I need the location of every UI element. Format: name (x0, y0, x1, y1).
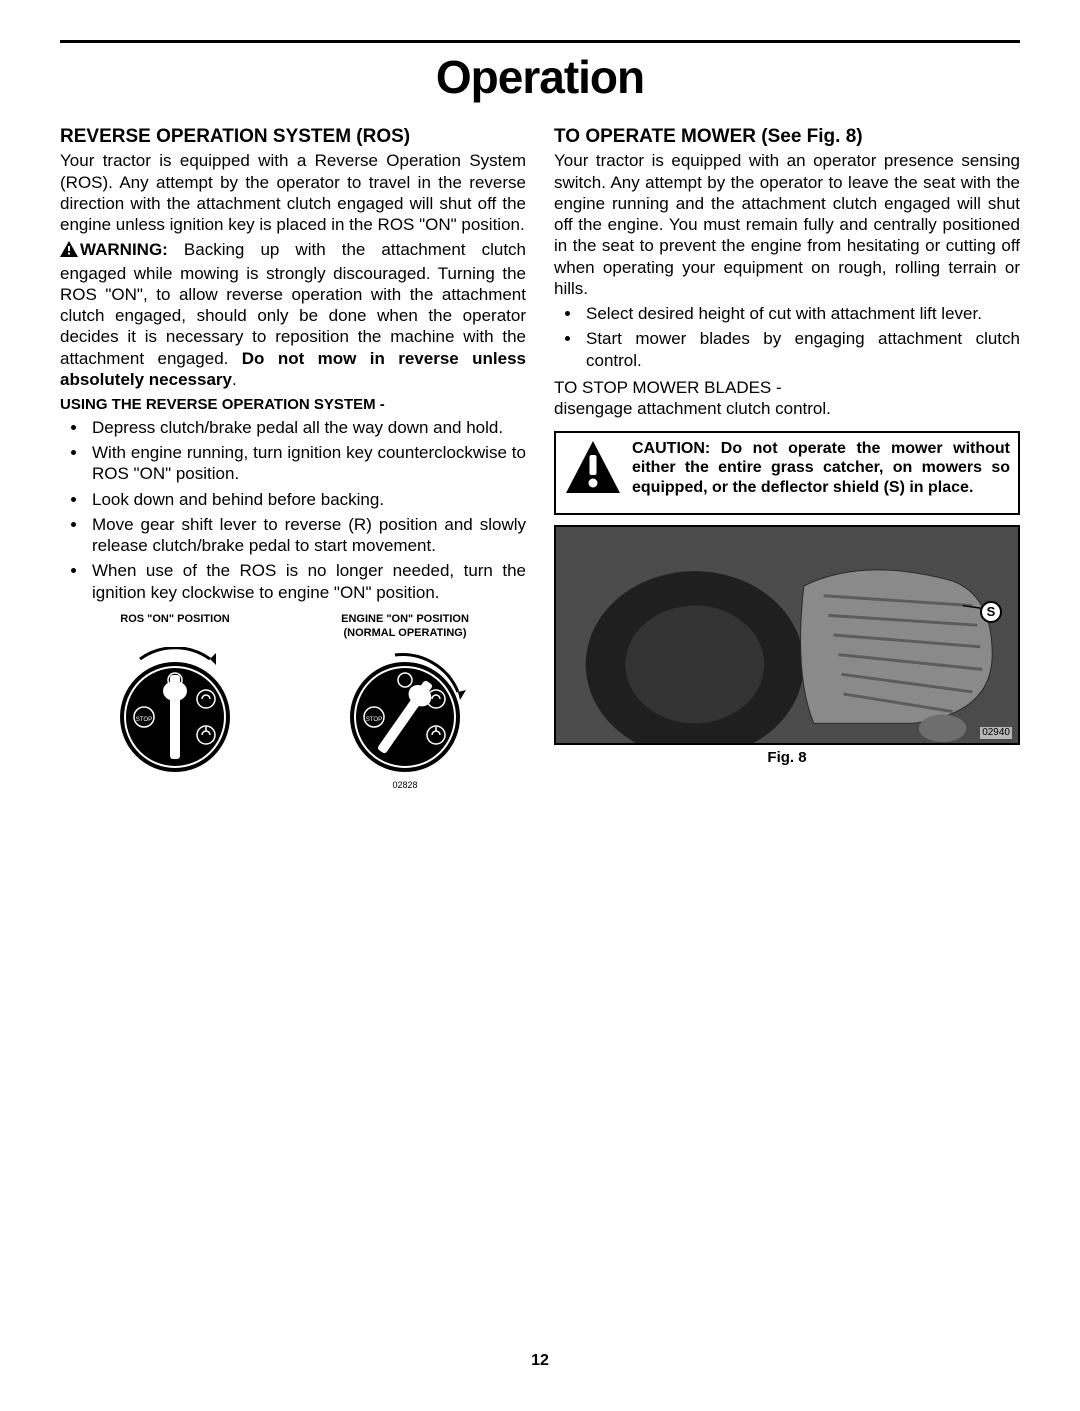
top-rule (60, 40, 1020, 43)
ros-step: With engine running, turn ignition key c… (88, 442, 526, 485)
mower-deflector-illustration-icon (556, 527, 1018, 743)
figure-8-photo: S 02940 (554, 525, 1020, 745)
operate-bullet: Select desired height of cut with attach… (582, 303, 1020, 324)
ros-steps-list: Depress clutch/brake pedal all the way d… (60, 417, 526, 603)
stop-blades-head: TO STOP MOWER BLADES - (554, 377, 1020, 398)
ros-step: Move gear shift lever to reverse (R) pos… (88, 514, 526, 557)
caution-box: CAUTION: Do not operate the mower withou… (554, 431, 1020, 515)
ros-step: Depress clutch/brake pedal all the way d… (88, 417, 526, 438)
ros-intro: Your tractor is equipped with a Reverse … (60, 150, 526, 235)
svg-text:STOP: STOP (366, 717, 382, 723)
warning-triangle-icon (60, 241, 78, 262)
using-ros-heading: USING THE REVERSE OPERATION SYSTEM - (60, 396, 526, 415)
stop-blades-line: disengage attachment clutch control. (554, 398, 1020, 419)
key-dial-ros-icon: STOP (110, 647, 240, 777)
svg-text:STOP: STOP (136, 717, 152, 723)
engine-on-caption: ENGINE "ON" POSITION (NORMAL OPERATING) (310, 613, 500, 641)
page-number: 12 (60, 1351, 1020, 1371)
operate-bullet: Start mower blades by engaging attachmen… (582, 328, 1020, 371)
engine-on-key-figure: ENGINE "ON" POSITION (NORMAL OPERATING) … (310, 613, 500, 792)
right-column: TO OPERATE MOWER (See Fig. 8) Your tract… (554, 125, 1020, 792)
operate-mower-bullets: Select desired height of cut with attach… (554, 303, 1020, 371)
page-title: Operation (60, 45, 1020, 115)
caution-triangle-icon (564, 439, 622, 502)
ros-on-caption: ROS "ON" POSITION (80, 613, 270, 641)
key-position-figures: ROS "ON" POSITION STOP (60, 613, 526, 792)
two-column-layout: REVERSE OPERATION SYSTEM (ROS) Your trac… (60, 125, 1020, 792)
warning-label: WARNING: (80, 240, 168, 259)
ros-step: When use of the ROS is no longer needed,… (88, 560, 526, 603)
left-column: REVERSE OPERATION SYSTEM (ROS) Your trac… (60, 125, 526, 792)
diagram-id: 02828 (310, 780, 500, 791)
key-dial-engine-icon: STOP (340, 647, 470, 777)
caution-text: CAUTION: Do not operate the mower withou… (632, 439, 1010, 497)
ros-on-key-figure: ROS "ON" POSITION STOP (80, 613, 270, 792)
ros-heading: REVERSE OPERATION SYSTEM (ROS) (60, 125, 526, 149)
operate-mower-intro: Your tractor is equipped with an operato… (554, 150, 1020, 299)
ros-step: Look down and behind before backing. (88, 489, 526, 510)
figure-8-caption: Fig. 8 (554, 749, 1020, 768)
ros-warning-paragraph: WARNING: Backing up with the attachment … (60, 239, 526, 390)
operate-mower-heading: TO OPERATE MOWER (See Fig. 8) (554, 125, 1020, 149)
photo-id: 02940 (980, 727, 1012, 740)
